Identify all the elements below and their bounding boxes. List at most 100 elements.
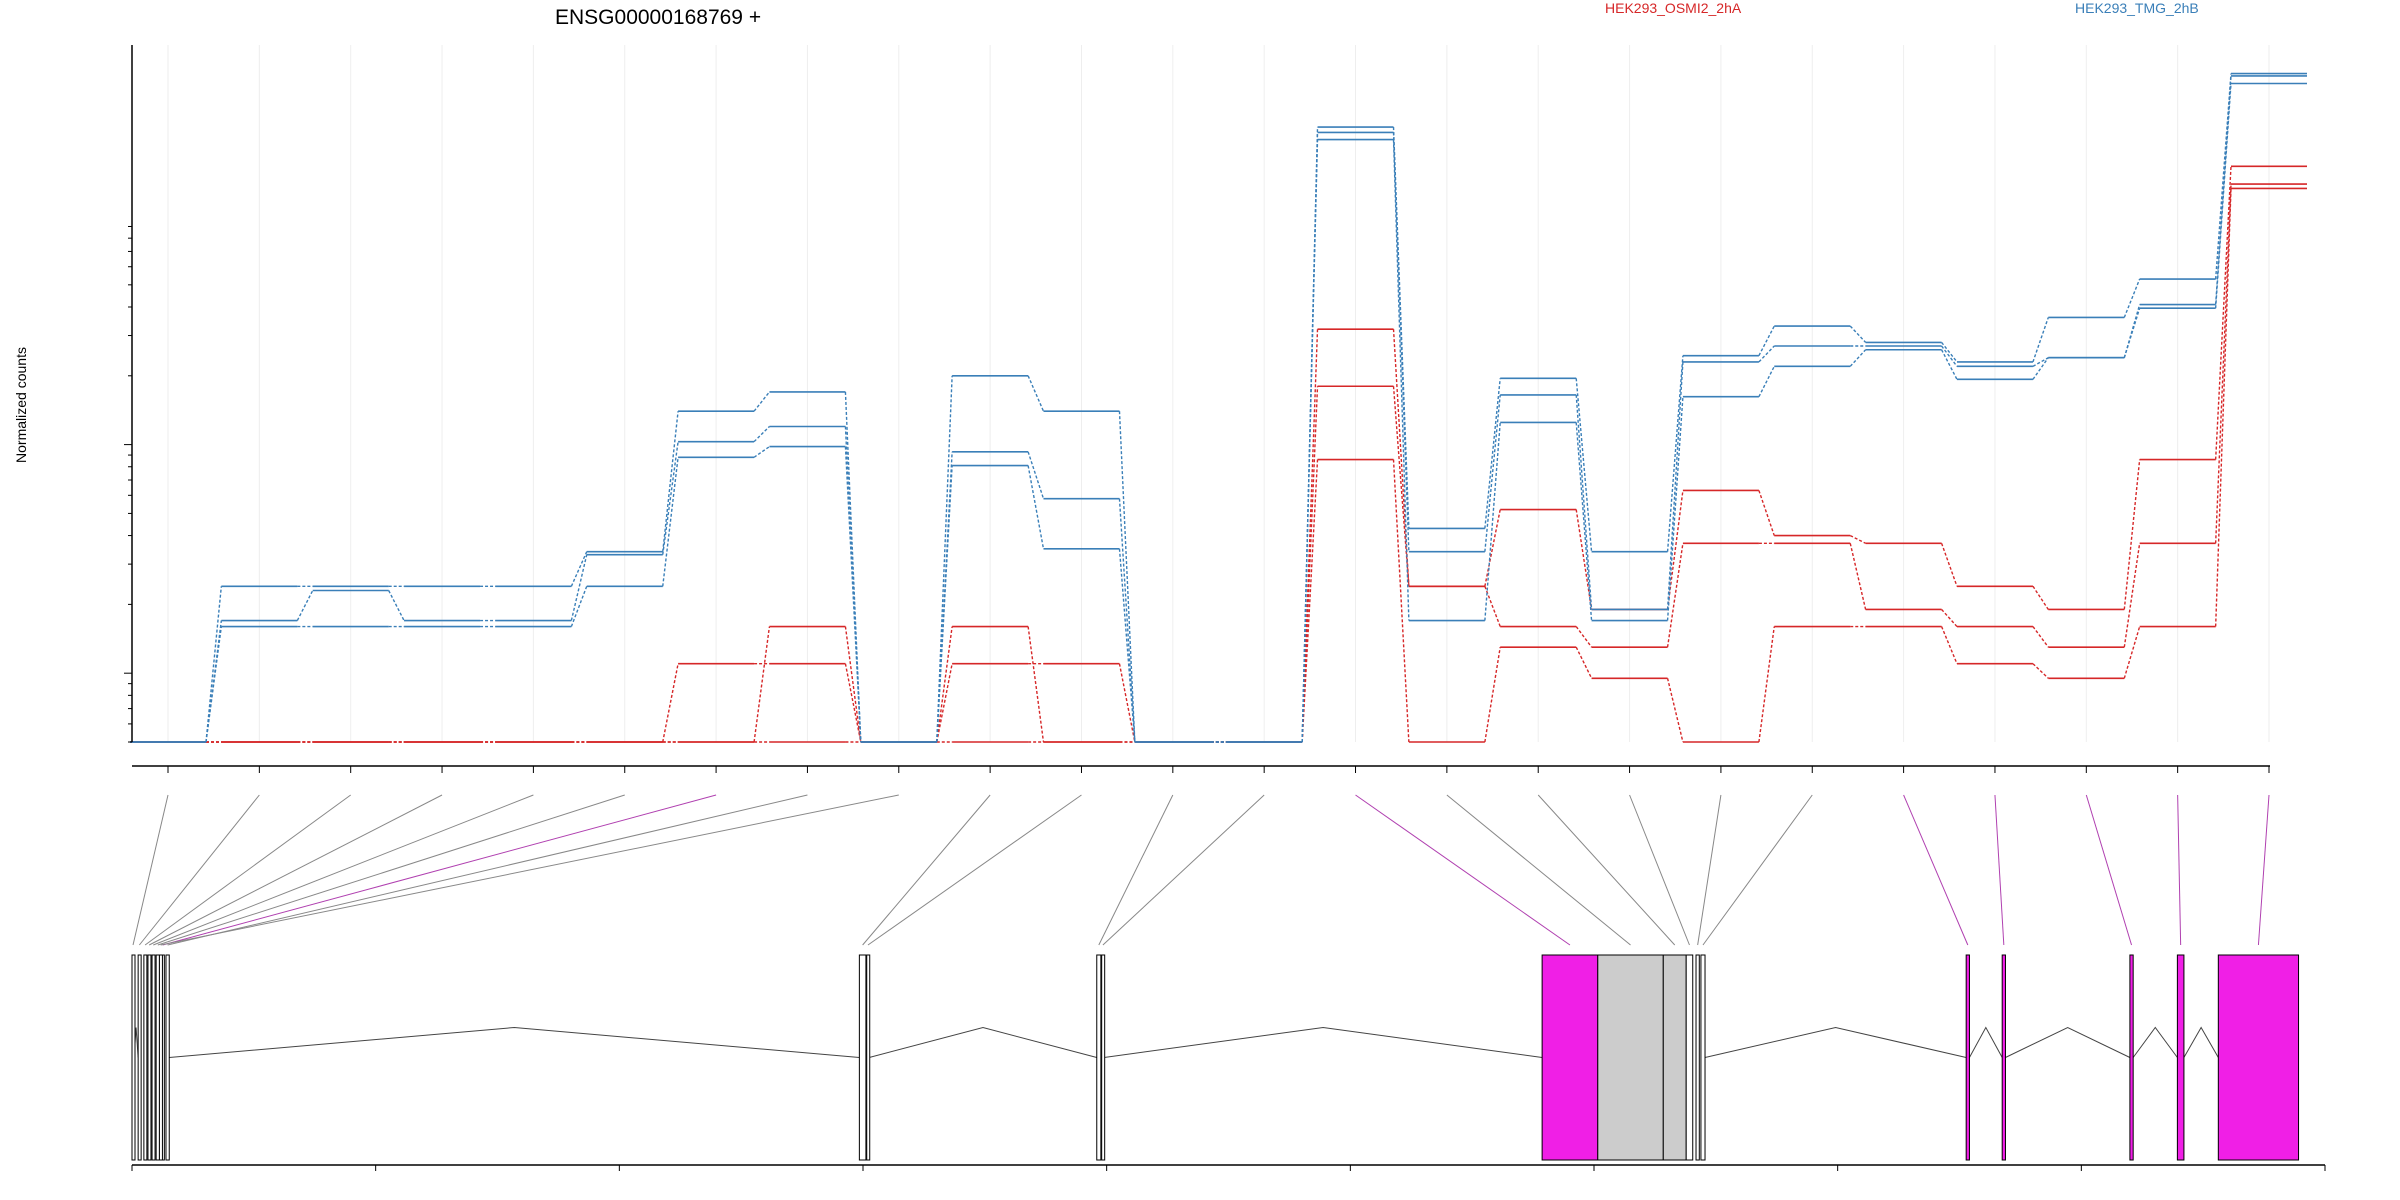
- transition-line: [2214, 83, 2232, 309]
- transition-line: [1575, 626, 1593, 648]
- exon-box: [1685, 954, 1694, 1161]
- transition-line: [1484, 378, 1501, 529]
- exon-link-line: [1903, 794, 1969, 946]
- series-line-tmg: [130, 82, 2307, 743]
- exon-link-line: [167, 794, 808, 946]
- transition-line: [1758, 366, 1775, 398]
- exon-link-line: [1702, 794, 1813, 946]
- exon-link-line: [2257, 794, 2270, 946]
- transition-line: [1849, 543, 1867, 610]
- intron-line: [1704, 1026, 1967, 1058]
- exon-link-line: [1629, 794, 1690, 946]
- exon-connector-lines: [132, 794, 2270, 946]
- transition-line: [570, 551, 588, 587]
- transition-line: [1941, 341, 1958, 363]
- transition-line: [2032, 663, 2049, 679]
- transition-line: [2214, 166, 2232, 460]
- transition-line: [1941, 345, 1958, 367]
- transition-line: [1027, 626, 1045, 743]
- transition-line: [1666, 678, 1684, 743]
- transition-line: [1575, 509, 1593, 610]
- transition-line: [1849, 534, 1866, 544]
- transition-line: [1301, 139, 1319, 743]
- transition-line: [1027, 465, 1045, 549]
- transition-line: [936, 663, 953, 743]
- transition-line: [1392, 386, 1410, 587]
- exon-link-line: [1697, 794, 1722, 946]
- exon-link-line: [862, 794, 991, 946]
- intron-line: [2005, 1026, 2131, 1058]
- transition-line: [1666, 361, 1684, 610]
- transition-line: [2032, 626, 2049, 648]
- transition-line: [2032, 317, 2049, 363]
- transition-line: [1849, 349, 1867, 367]
- series-line-osmi2: [130, 183, 2307, 743]
- exon-box: [151, 954, 156, 1161]
- vertical-gridlines: [167, 45, 2270, 742]
- exon-link-line: [148, 794, 443, 946]
- transition-line: [570, 554, 588, 621]
- transition-line: [1118, 663, 1136, 743]
- transition-line: [1301, 329, 1319, 743]
- exon-box: [1101, 954, 1106, 1161]
- transition-line: [1392, 329, 1410, 587]
- transition-line: [1575, 394, 1593, 610]
- transition-line: [753, 626, 771, 743]
- transition-line: [205, 626, 223, 743]
- transition-line: [1301, 459, 1319, 743]
- exon-link-line: [2177, 794, 2182, 946]
- intron-line: [2183, 1026, 2219, 1058]
- exon-box: [137, 954, 142, 1161]
- exon-box: [1597, 954, 1664, 1161]
- exon-link-line: [1355, 794, 1571, 946]
- exon-box: [2217, 954, 2300, 1161]
- exon-box: [158, 954, 163, 1161]
- exon-box: [1096, 954, 1102, 1161]
- transition-line: [1940, 349, 1958, 380]
- transition-line: [1758, 490, 1775, 536]
- transition-line: [2123, 278, 2141, 318]
- transition-line: [1666, 355, 1684, 552]
- y-axis-label: Normalized counts: [13, 347, 29, 463]
- transition-line: [844, 391, 862, 743]
- transition-line: [1666, 543, 1684, 648]
- transition-line: [1118, 498, 1136, 743]
- exon-link-line: [132, 794, 169, 946]
- exon-box: [1541, 954, 1599, 1161]
- transition-line: [388, 590, 405, 621]
- series-line-osmi2: [130, 165, 2307, 743]
- intron-line: [1104, 1026, 1543, 1058]
- transition-line: [2123, 459, 2141, 610]
- transition-line: [1758, 626, 1775, 743]
- intron-line: [2132, 1026, 2178, 1058]
- exon-link-line: [157, 794, 625, 946]
- exon-box: [866, 954, 871, 1161]
- exon-box: [165, 954, 170, 1161]
- transition-line: [1301, 386, 1319, 743]
- transition-line: [1849, 325, 1867, 343]
- exon-link-line: [1446, 794, 1631, 946]
- intron-line: [1969, 1026, 2003, 1058]
- legend-entry-tmg: HEK293_TMG_2hB: [2075, 0, 2199, 16]
- exon-box: [131, 954, 136, 1161]
- transition-line: [1575, 646, 1593, 679]
- transition-line: [936, 626, 953, 743]
- transition-line: [1392, 459, 1410, 743]
- transition-line: [2032, 357, 2049, 380]
- exon-link-line: [2085, 794, 2133, 946]
- transition-line: [1575, 378, 1593, 552]
- transition-line: [2214, 188, 2232, 627]
- exon-link-line: [867, 794, 1082, 946]
- transition-line: [2123, 308, 2141, 358]
- transition-line: [1118, 411, 1136, 743]
- transition-line: [662, 441, 679, 555]
- transition-line: [662, 411, 679, 552]
- transition-line: [1118, 548, 1136, 743]
- intron-line: [169, 1026, 860, 1058]
- transition-line: [844, 626, 862, 743]
- transition-line: [1940, 626, 1958, 664]
- gene-model: [131, 954, 2300, 1161]
- exon-box: [1662, 954, 1687, 1161]
- transition-line: [753, 446, 770, 458]
